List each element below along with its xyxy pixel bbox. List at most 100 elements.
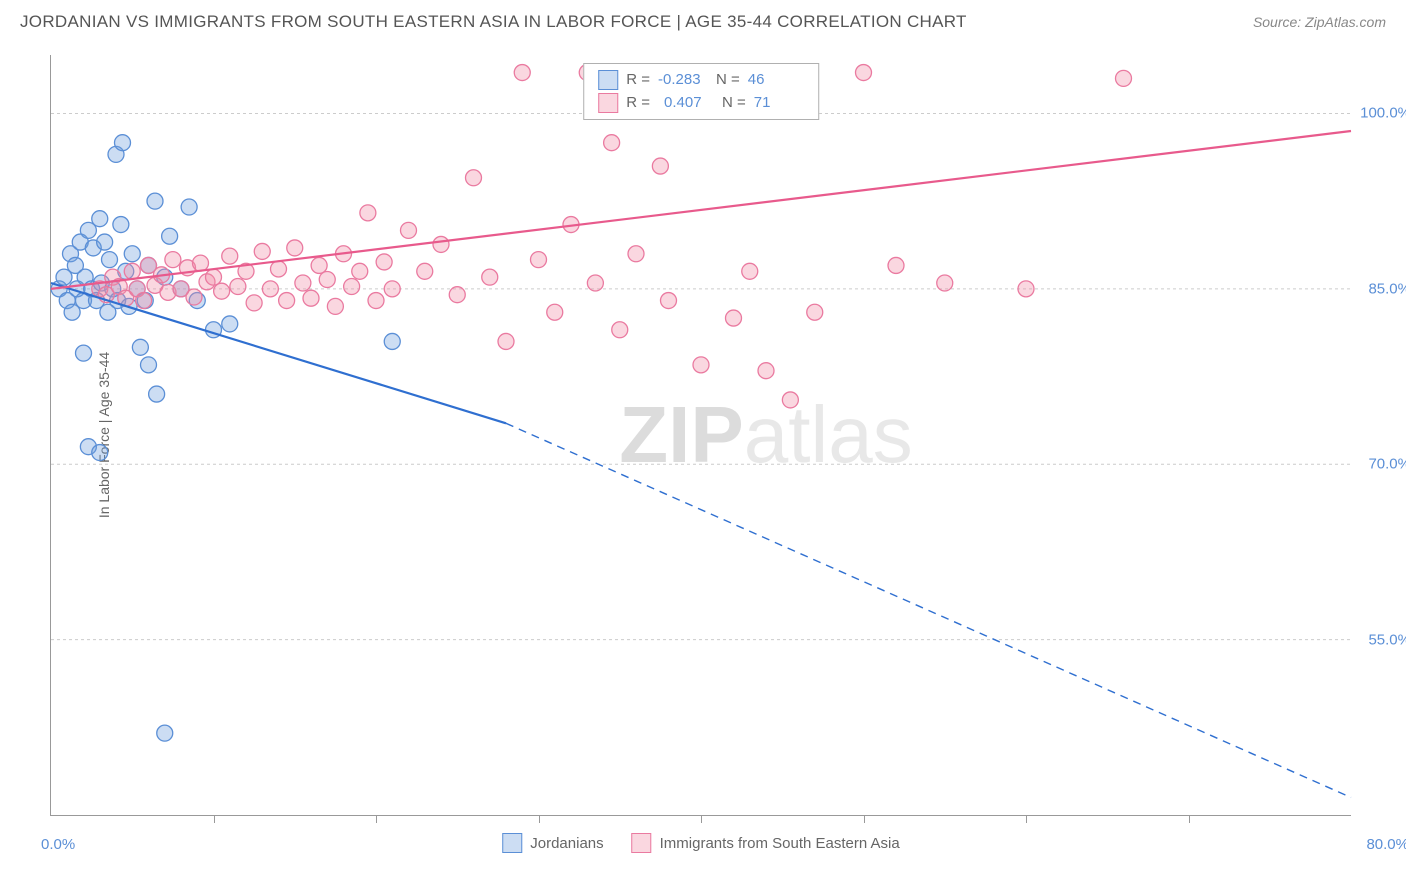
scatter-point <box>742 263 758 279</box>
scatter-point <box>547 304 563 320</box>
regression-line <box>51 283 506 423</box>
scatter-point <box>352 263 368 279</box>
y-tick-label: 55.0% <box>1368 631 1406 648</box>
scatter-point <box>97 234 113 250</box>
scatter-point <box>937 275 953 291</box>
scatter-point <box>254 243 270 259</box>
regression-line <box>51 131 1351 289</box>
scatter-point <box>124 246 140 262</box>
legend-row-series-2: R = 0.407 N = 71 <box>598 92 804 115</box>
scatter-point <box>157 725 173 741</box>
scatter-point <box>287 240 303 256</box>
scatter-point <box>102 252 118 268</box>
bottom-legend-label-1: Jordanians <box>530 835 603 852</box>
scatter-point <box>124 263 140 279</box>
scatter-point <box>206 269 222 285</box>
scatter-point <box>466 170 482 186</box>
scatter-point <box>92 211 108 227</box>
x-tick <box>1189 815 1190 823</box>
scatter-point <box>531 252 547 268</box>
scatter-point <box>360 205 376 221</box>
scatter-point <box>1116 70 1132 86</box>
scatter-point <box>327 298 343 314</box>
scatter-point <box>230 279 246 295</box>
scatter-point <box>782 392 798 408</box>
x-tick <box>864 815 865 823</box>
scatter-point <box>222 248 238 264</box>
scatter-point <box>246 295 262 311</box>
scatter-point <box>807 304 823 320</box>
scatter-point <box>279 293 295 309</box>
y-tick-label: 70.0% <box>1368 456 1406 473</box>
scatter-point <box>856 65 872 81</box>
scatter-point <box>1018 281 1034 297</box>
scatter-point <box>628 246 644 262</box>
scatter-point <box>271 261 287 277</box>
scatter-point <box>612 322 628 338</box>
scatter-point <box>76 345 92 361</box>
scatter-point <box>726 310 742 326</box>
chart-title: JORDANIAN VS IMMIGRANTS FROM SOUTH EASTE… <box>20 12 967 32</box>
scatter-point <box>147 193 163 209</box>
legend-n-label-2: N = <box>722 92 746 115</box>
x-tick <box>539 815 540 823</box>
scatter-point <box>222 316 238 332</box>
scatter-point <box>604 135 620 151</box>
scatter-point <box>384 281 400 297</box>
scatter-point <box>214 283 230 299</box>
scatter-point <box>181 199 197 215</box>
source-text: Source: ZipAtlas.com <box>1253 14 1386 30</box>
scatter-point <box>376 254 392 270</box>
bottom-legend-swatch-2 <box>632 833 652 853</box>
legend-r-value-1: -0.283 <box>658 69 708 92</box>
x-axis-max-label: 80.0% <box>1366 836 1406 853</box>
scatter-point <box>186 289 202 305</box>
scatter-point <box>113 217 129 233</box>
scatter-point <box>888 257 904 273</box>
bottom-legend-item-1: Jordanians <box>502 833 603 853</box>
scatter-point <box>149 386 165 402</box>
scatter-point <box>482 269 498 285</box>
scatter-point <box>417 263 433 279</box>
scatter-point <box>514 65 530 81</box>
scatter-point <box>344 279 360 295</box>
legend-swatch-1 <box>598 70 618 90</box>
scatter-point <box>693 357 709 373</box>
bottom-legend-swatch-1 <box>502 833 522 853</box>
scatter-point <box>303 290 319 306</box>
x-axis-min-label: 0.0% <box>41 836 75 853</box>
bottom-legend-item-2: Immigrants from South Eastern Asia <box>632 833 900 853</box>
y-tick-label: 100.0% <box>1360 105 1406 122</box>
scatter-point <box>758 363 774 379</box>
scatter-point <box>165 252 181 268</box>
legend-r-label-1: R = <box>626 69 650 92</box>
x-tick <box>376 815 377 823</box>
legend-stats-box: R = -0.283 N = 46 R = 0.407 N = 71 <box>583 63 819 120</box>
bottom-legend-label-2: Immigrants from South Eastern Asia <box>660 835 900 852</box>
scatter-point <box>401 222 417 238</box>
legend-n-value-2: 71 <box>754 92 804 115</box>
y-tick-label: 85.0% <box>1368 280 1406 297</box>
regression-line-extrapolated <box>506 423 1351 797</box>
scatter-point <box>498 333 514 349</box>
scatter-point <box>368 293 384 309</box>
scatter-point <box>136 293 152 309</box>
scatter-point <box>193 255 209 271</box>
scatter-point <box>319 271 335 287</box>
x-tick <box>701 815 702 823</box>
legend-n-value-1: 46 <box>748 69 798 92</box>
legend-row-series-1: R = -0.283 N = 46 <box>598 69 804 92</box>
scatter-point <box>92 445 108 461</box>
bottom-legend: Jordanians Immigrants from South Eastern… <box>502 833 900 853</box>
plot-svg <box>51 55 1351 815</box>
legend-swatch-2 <box>598 93 618 113</box>
scatter-point <box>262 281 278 297</box>
scatter-point <box>433 236 449 252</box>
scatter-point <box>132 339 148 355</box>
x-tick <box>1026 815 1027 823</box>
legend-n-label-1: N = <box>716 69 740 92</box>
scatter-point <box>449 287 465 303</box>
scatter-point <box>141 357 157 373</box>
legend-r-label-2: R = <box>626 92 650 115</box>
scatter-point <box>661 293 677 309</box>
